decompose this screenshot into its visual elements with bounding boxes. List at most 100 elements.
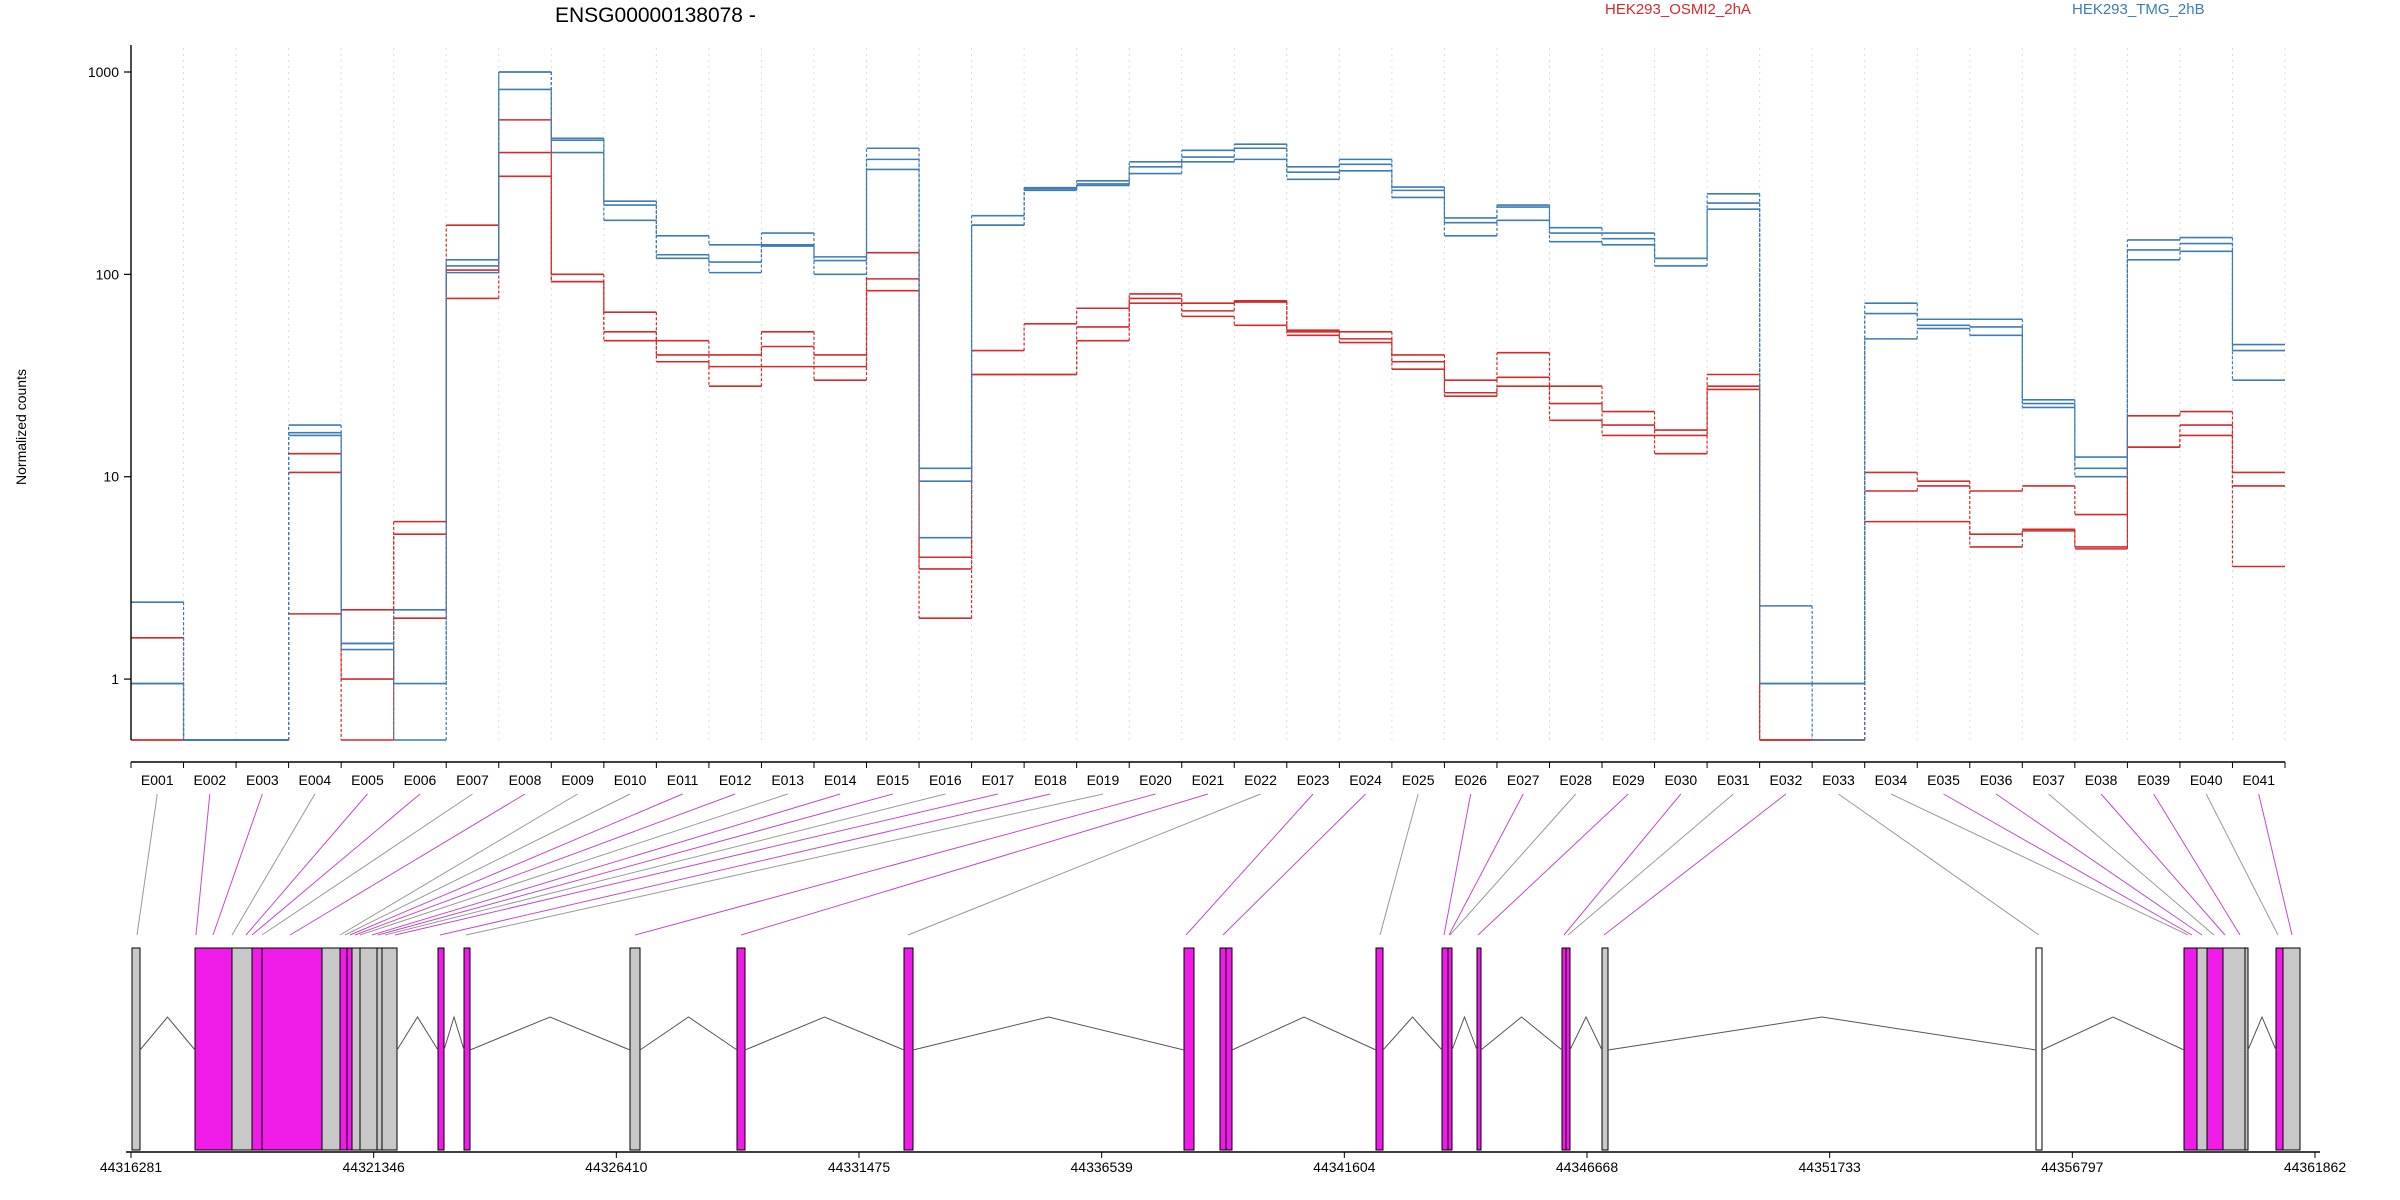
exon-connector bbox=[289, 793, 526, 936]
x-tick-label: E011 bbox=[667, 772, 699, 788]
exon-connector bbox=[1448, 793, 1524, 936]
gene-model-track: 44316281 44321346 44326410 44331475 44336539… bbox=[100, 947, 2347, 1175]
x-tick-label: E013 bbox=[771, 772, 804, 788]
exon-block bbox=[2206, 947, 2224, 1151]
x-tick-label: E018 bbox=[1034, 772, 1067, 788]
exon-block bbox=[437, 947, 445, 1151]
y-tick-label: 10 bbox=[103, 469, 119, 485]
exon-block bbox=[2183, 947, 2198, 1151]
x-tick-label: E016 bbox=[929, 772, 962, 788]
exon-connector bbox=[1185, 793, 1314, 936]
exon-block bbox=[2196, 947, 2208, 1151]
track-tick-label: 44346668 bbox=[1556, 1159, 1619, 1175]
exon-connector bbox=[1943, 793, 2193, 936]
exon-block bbox=[346, 947, 353, 1151]
x-tick-label: E015 bbox=[876, 772, 909, 788]
exon-connector bbox=[2048, 793, 2215, 936]
exon-block bbox=[629, 947, 641, 1151]
x-tick-label: E004 bbox=[299, 772, 332, 788]
exon-block bbox=[903, 947, 914, 1151]
track-tick-label: 44331475 bbox=[828, 1159, 891, 1175]
x-tick-label: E031 bbox=[1717, 772, 1750, 788]
exon-block bbox=[1601, 947, 1609, 1151]
x-tick-label: E021 bbox=[1192, 772, 1225, 788]
intron-line bbox=[396, 1016, 439, 1051]
exon-block bbox=[2275, 947, 2284, 1151]
axes: 1 10 100 1000 E001 E002 E003 E004 E005 E006 E007 E0… bbox=[88, 45, 2286, 788]
exon-connector bbox=[245, 793, 368, 936]
track-tick-label: 44336539 bbox=[1071, 1159, 1134, 1175]
exon-block bbox=[2244, 947, 2249, 1151]
x-tick-label: E037 bbox=[2032, 772, 2065, 788]
x-tick-label: E009 bbox=[561, 772, 594, 788]
intron-line bbox=[469, 1016, 631, 1051]
x-tick-label: E033 bbox=[1822, 772, 1855, 788]
exon-connector bbox=[195, 793, 211, 936]
exon-block bbox=[1561, 947, 1567, 1151]
intron-line bbox=[912, 1016, 1185, 1051]
exon-connector bbox=[261, 793, 473, 936]
exon-connector bbox=[1379, 793, 1419, 936]
exon-connector bbox=[2100, 793, 2226, 936]
intron-line bbox=[1480, 1016, 1563, 1051]
x-tick-label: E027 bbox=[1507, 772, 1540, 788]
exon-block bbox=[1447, 947, 1453, 1151]
x-tick-label: E041 bbox=[2242, 772, 2275, 788]
exon-block bbox=[376, 947, 383, 1151]
legend-entry-osmi2: HEK293_OSMI2_2hA bbox=[1605, 1, 1751, 18]
intron-line bbox=[139, 1016, 196, 1051]
y-tick-label: 1000 bbox=[88, 64, 119, 80]
track-tick-label: 44321346 bbox=[343, 1159, 406, 1175]
exon-connector bbox=[740, 793, 1209, 936]
exon-connector bbox=[1443, 793, 1472, 936]
exon-block bbox=[381, 947, 398, 1151]
x-tick-label: E003 bbox=[246, 772, 279, 788]
chart-title: ENSG00000138078 - bbox=[555, 4, 756, 27]
track-tick-label: 44361862 bbox=[2284, 1159, 2347, 1175]
x-tick-label: E035 bbox=[1927, 772, 1960, 788]
exon-connector bbox=[384, 793, 946, 936]
x-tick-label: E005 bbox=[351, 772, 384, 788]
intron-line bbox=[1451, 1015, 1478, 1051]
exon-connector bbox=[1222, 793, 1366, 936]
exon-block bbox=[351, 947, 361, 1151]
exon-block bbox=[1476, 947, 1482, 1151]
exon-block bbox=[359, 947, 378, 1151]
exon-block bbox=[463, 947, 471, 1151]
x-tick-label: E029 bbox=[1612, 772, 1645, 788]
x-tick-label: E022 bbox=[1244, 772, 1277, 788]
exon-block bbox=[339, 947, 348, 1151]
exon-block bbox=[1375, 947, 1384, 1151]
exon-connector bbox=[2153, 793, 2241, 936]
x-tick-label: E014 bbox=[824, 772, 857, 788]
exon-connector bbox=[251, 793, 421, 936]
intron-line bbox=[2041, 1016, 2185, 1051]
exon-connector bbox=[1995, 793, 2203, 936]
exon-connector bbox=[349, 793, 683, 936]
x-tick-label: E007 bbox=[456, 772, 489, 788]
x-tick-label: E038 bbox=[2085, 772, 2118, 788]
intron-line bbox=[443, 1015, 465, 1051]
exon-block bbox=[736, 947, 746, 1151]
x-tick-label: E024 bbox=[1349, 772, 1382, 788]
track-tick-label: 44326410 bbox=[585, 1159, 648, 1175]
exon-connector bbox=[344, 793, 631, 936]
intron-line bbox=[639, 1016, 738, 1051]
series-layer bbox=[131, 71, 2285, 741]
track-tick-label: 44356797 bbox=[2041, 1159, 2104, 1175]
series-6 bbox=[131, 71, 2285, 741]
x-tick-label: E002 bbox=[193, 772, 226, 788]
exon-block bbox=[1441, 947, 1449, 1151]
y-axis-label: Normalized counts bbox=[13, 369, 29, 485]
legend-entry-tmg: HEK293_TMG_2hB bbox=[2072, 1, 2205, 18]
x-tick-label: E025 bbox=[1402, 772, 1435, 788]
exon-connector bbox=[1563, 793, 1682, 936]
exon-block bbox=[251, 947, 263, 1151]
exon-connector bbox=[2205, 793, 2279, 936]
exon-block bbox=[194, 947, 233, 1151]
exon-connector bbox=[439, 793, 1051, 936]
exon-connector bbox=[359, 793, 788, 936]
x-tick-label: E020 bbox=[1139, 772, 1172, 788]
exon-connector bbox=[634, 793, 1156, 936]
